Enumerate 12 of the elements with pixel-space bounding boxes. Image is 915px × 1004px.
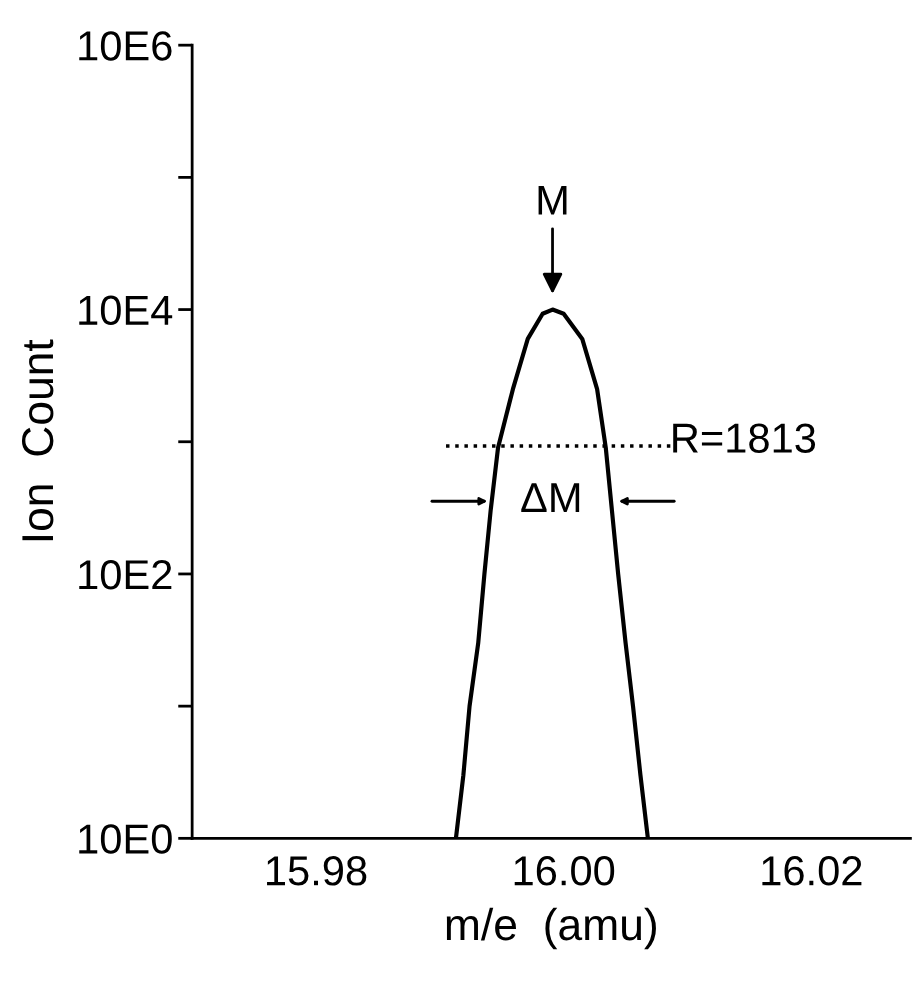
y-tick-label: 10E4 — [79, 295, 173, 326]
annotation: ΔM — [521, 483, 580, 513]
x-axis-title: m/e (amu) — [446, 907, 656, 950]
x-tick-label: 16.00 — [514, 856, 615, 886]
y-tick-label: 10E6 — [79, 31, 172, 61]
y-axis-title: Ion Count — [21, 339, 54, 541]
y-tick-label: 10E0 — [79, 824, 172, 854]
annotation: M — [538, 185, 567, 215]
annotation: R=1813 — [673, 423, 816, 453]
x-tick-label: 15.98 — [267, 856, 367, 886]
y-tick-label: 10E2 — [79, 559, 172, 590]
x-tick-label: 16.02 — [762, 856, 862, 886]
